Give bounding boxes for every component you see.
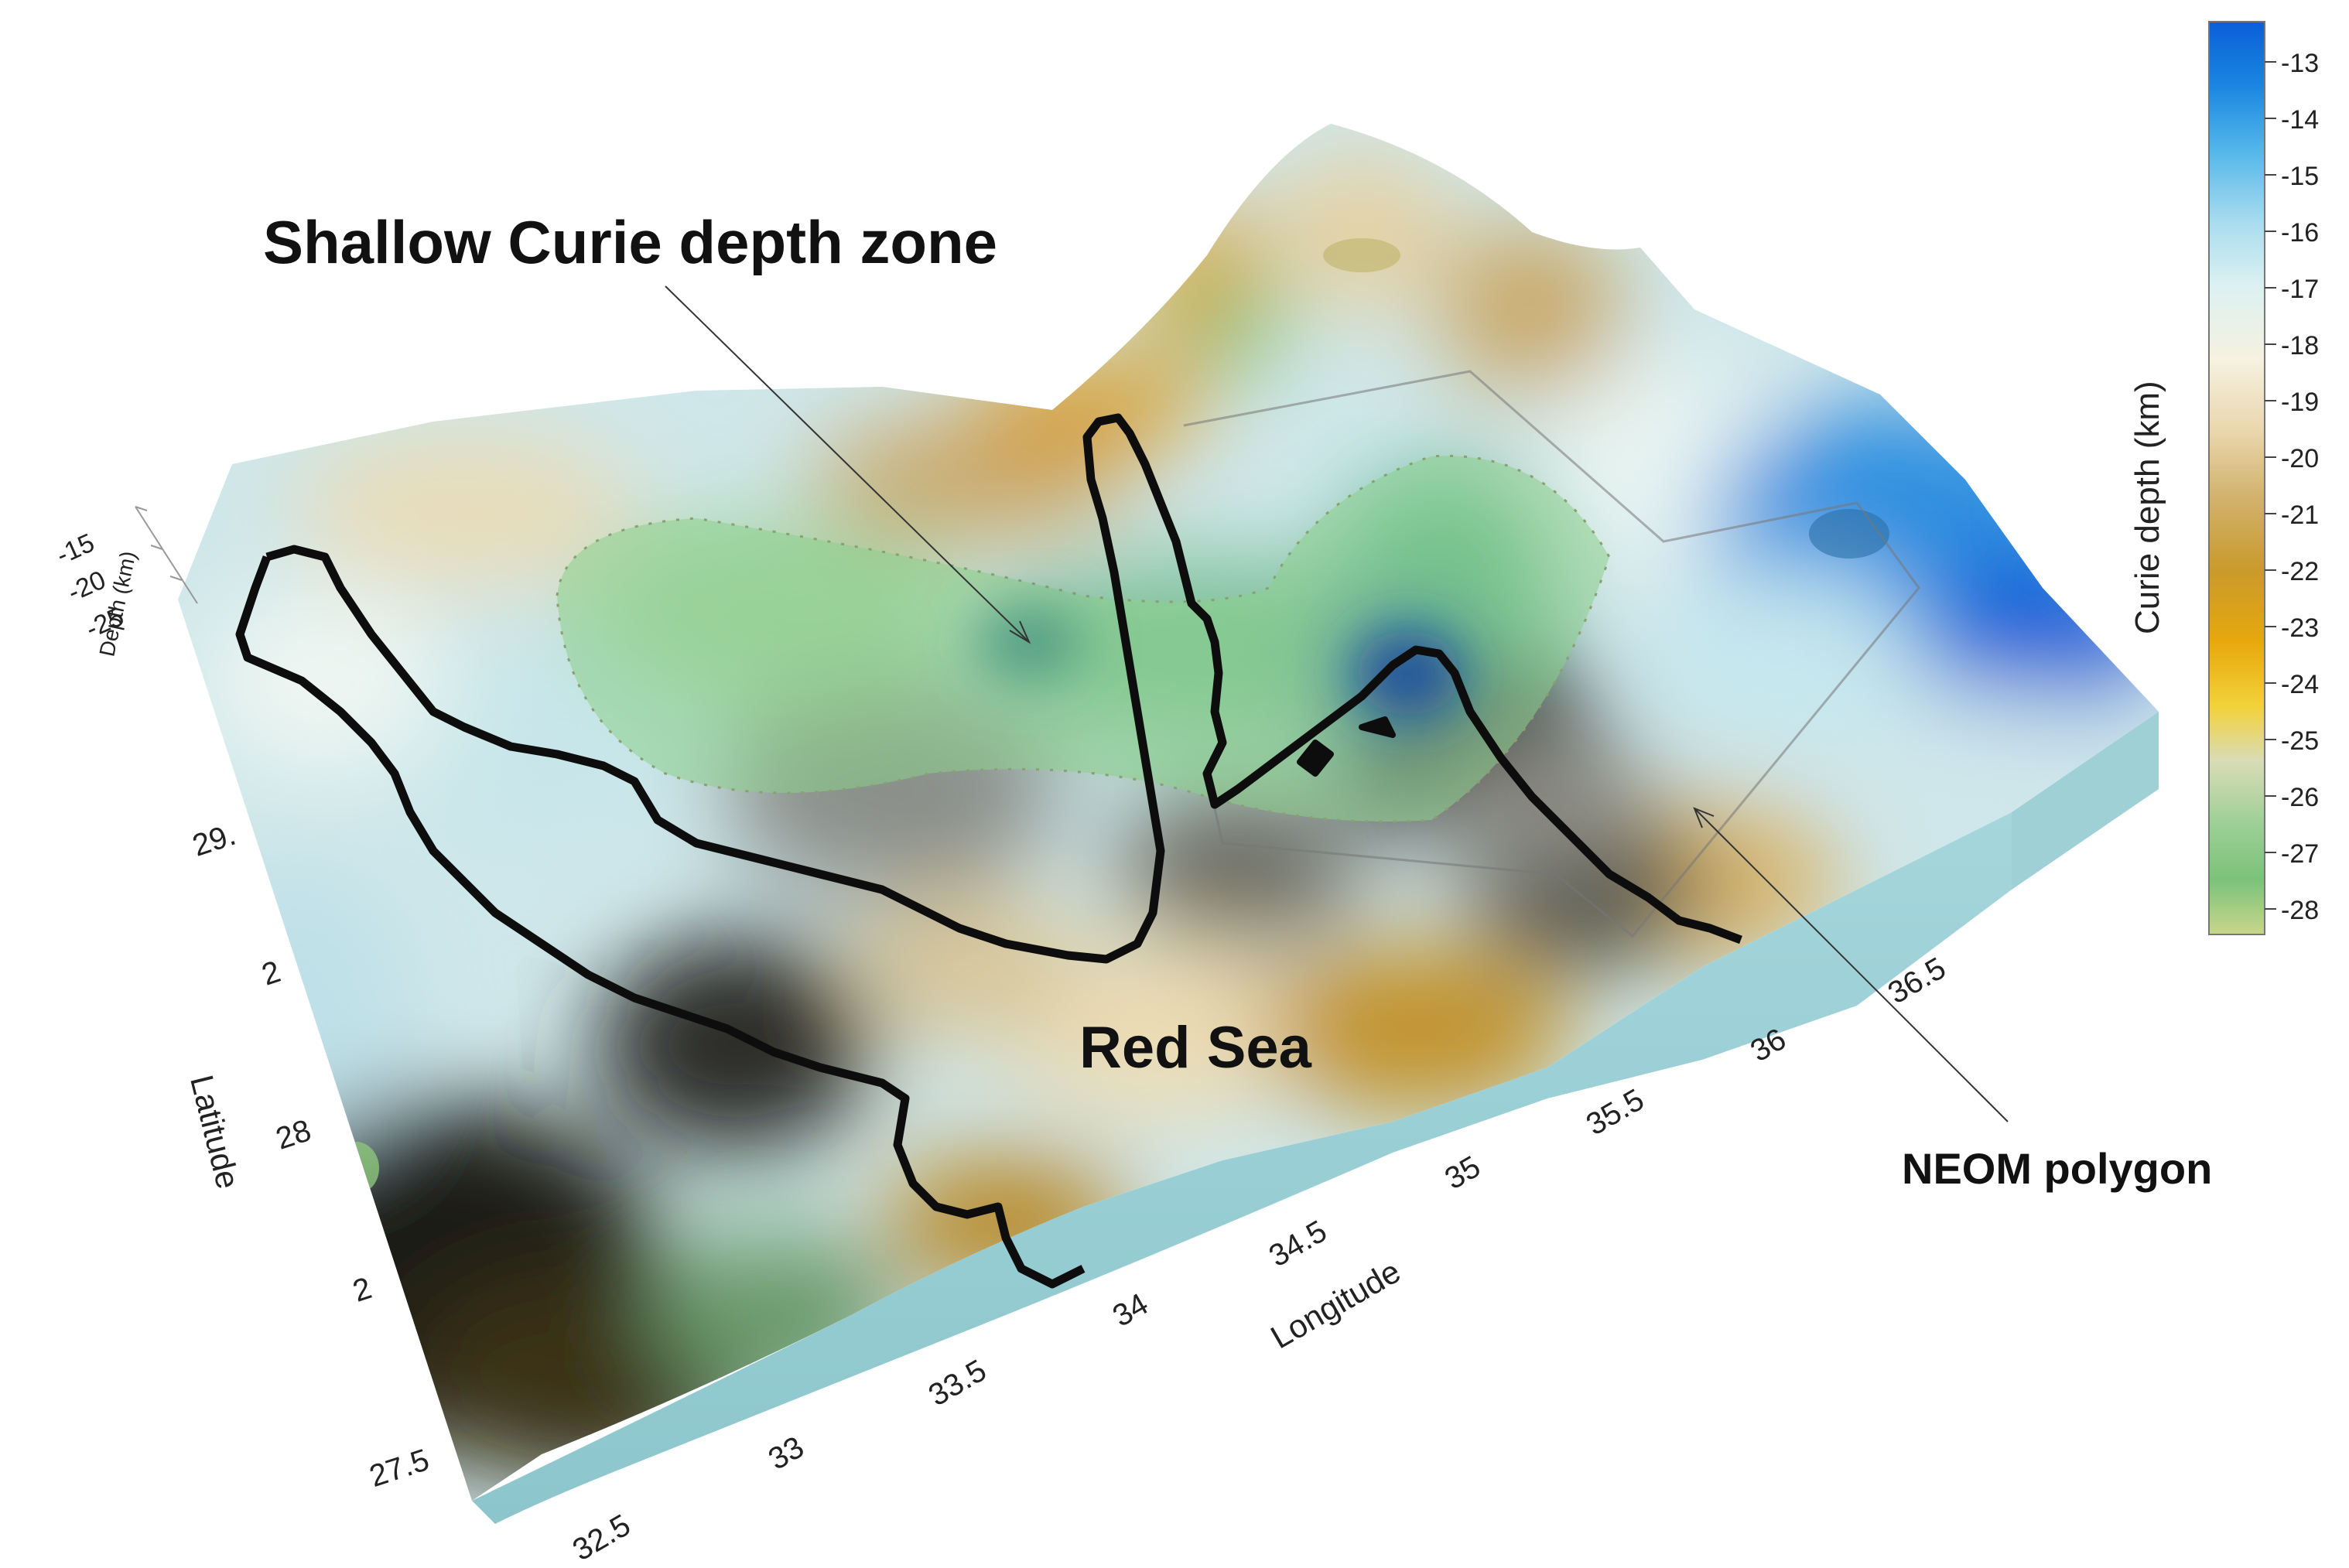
latitude-tick-3: 28 [272, 1113, 315, 1156]
curie-depth-surface [178, 124, 2159, 1501]
depth-tick-2: -20 [63, 565, 110, 608]
annotation-red-sea: Red Sea [1079, 1015, 1312, 1081]
colorbar-gradient [2208, 21, 2265, 935]
colorbar-tick-label: -13 [2281, 49, 2319, 78]
latitude-tick-4: 2 [349, 1271, 376, 1309]
depth-axis: -15 -20 -25 Depth (km) [52, 506, 198, 659]
colorbar-tick-label: -22 [2281, 557, 2319, 586]
colorbar-tick-label: -21 [2281, 500, 2319, 530]
colorbar-tick-label: -16 [2281, 218, 2319, 248]
colorbar-tick-label: -26 [2281, 783, 2319, 812]
longitude-tick-2: 33 [763, 1430, 810, 1477]
colorbar-tick-label: -28 [2281, 896, 2319, 925]
colorbar-tick-label: -24 [2281, 670, 2319, 699]
longitude-tick-6: 35 [1439, 1150, 1486, 1196]
longitude-tick-4: 34 [1107, 1287, 1154, 1334]
colorbar-tick-label: -23 [2281, 613, 2319, 643]
colorbar-tick-label: -20 [2281, 444, 2319, 473]
colorbar-tick-label: -19 [2281, 388, 2319, 417]
latitude-axis-label: Latitude [183, 1071, 247, 1192]
latitude-tick-2: 2 [258, 955, 285, 992]
annotation-leaders [665, 285, 2009, 1122]
latitude-tick-1: 29. [188, 818, 239, 863]
colorbar: -13 -14 -15 -16 -17 -18 -19 -20 -21 -22 -23 -24 -25 -… [2128, 21, 2319, 935]
annotation-neom: NEOM polygon [1902, 1144, 2212, 1193]
longitude-tick-5: 34.5 [1263, 1214, 1332, 1273]
annotation-shallow-zone: Shallow Curie depth zone [263, 208, 997, 276]
colorbar-tick-label: -27 [2281, 839, 2319, 869]
depth-axis-label: Depth (km) [94, 549, 140, 659]
colorbar-tick-label: -25 [2281, 726, 2319, 756]
colorbar-ticks: -13 -14 -15 -16 -17 -18 -19 -20 -21 -22 -23 -24 -25 -… [2265, 49, 2319, 925]
colorbar-tick-label: -15 [2281, 162, 2319, 191]
colorbar-tick-label: -18 [2281, 331, 2319, 360]
coastline-lines [235, 413, 1742, 1289]
colorbar-label: Curie depth (km) [2128, 381, 2166, 634]
longitude-tick-1: 32.5 [567, 1508, 636, 1567]
longitude-tick-7: 35.5 [1581, 1082, 1650, 1142]
longitude-tick-3: 33.5 [923, 1353, 992, 1413]
depth-tick-1: -15 [52, 528, 98, 571]
block-side-walls [472, 712, 2159, 1524]
latitude-tick-5: 27.5 [365, 1443, 433, 1494]
colorbar-tick-label: -17 [2281, 275, 2319, 304]
colorbar-tick-label: -14 [2281, 105, 2319, 135]
